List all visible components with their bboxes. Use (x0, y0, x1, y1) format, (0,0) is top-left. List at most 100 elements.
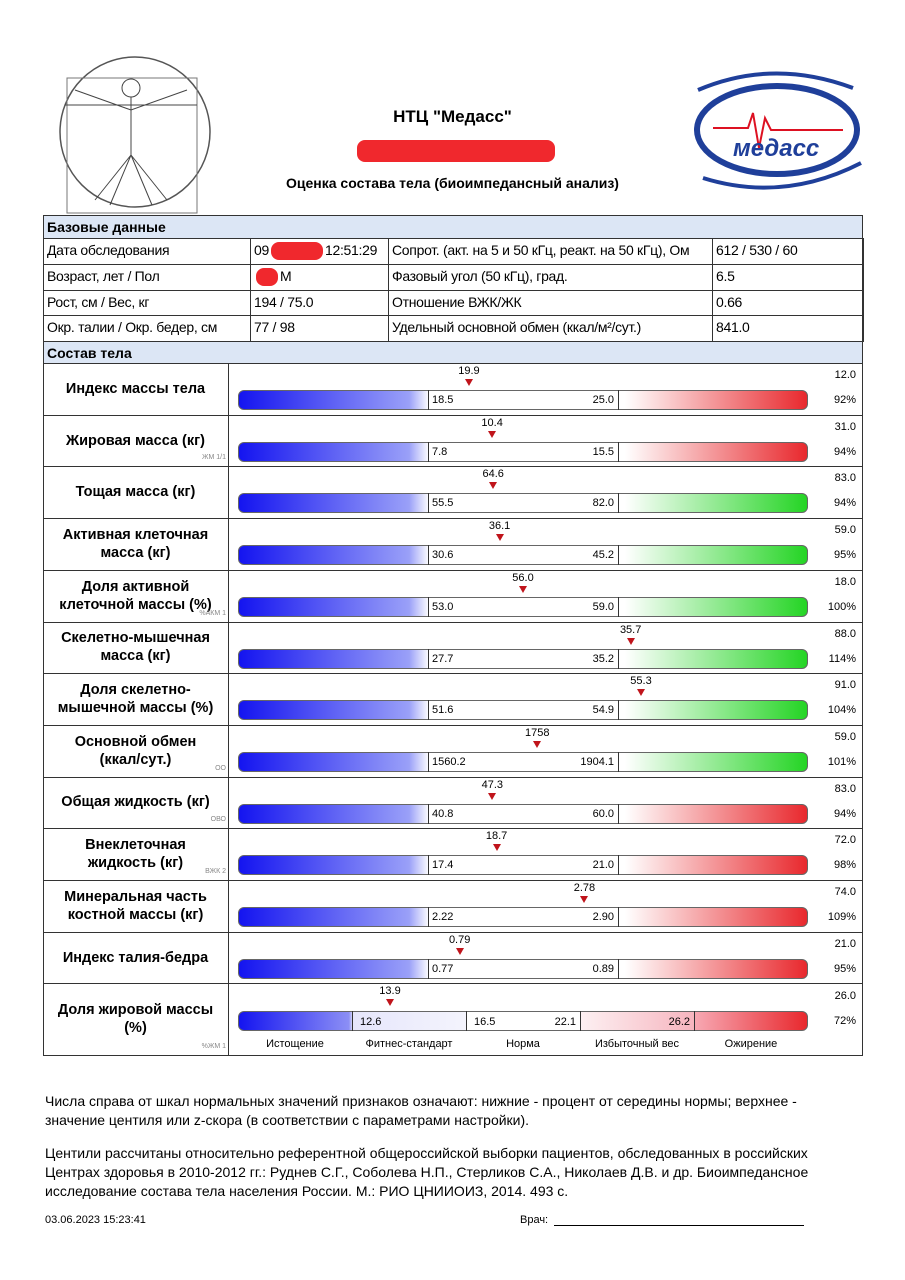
centile: 26.0 (834, 990, 856, 1003)
indicator-code: ВЖК 2 (205, 868, 226, 875)
marker (533, 740, 542, 748)
scale-bar (238, 648, 808, 669)
centile: 59.0 (834, 730, 856, 743)
percent: 94% (833, 497, 856, 510)
table-cell: 841.0 (712, 315, 864, 342)
table-cell: 194 / 75.0 (250, 290, 389, 316)
zone-label: Избыточный вес (594, 1038, 680, 1051)
marker-label: 56.0 (512, 571, 534, 584)
table-cell: Удельный основной обмен (ккал/м²/сут.) (388, 315, 713, 342)
scale-divider (618, 803, 619, 824)
centile: 72.0 (834, 834, 856, 847)
norm-high: 60.0 (592, 807, 614, 820)
cell-text: 77 / 98 (254, 319, 295, 335)
norm-high: 21.0 (592, 859, 614, 872)
zone-label: Ожирение (724, 1038, 778, 1051)
indicator-name: Доля активной клеточной массы (%) (59, 578, 212, 613)
norm-high: 54.9 (592, 704, 614, 717)
marker-label: 1758 (525, 726, 550, 739)
scale-divider (618, 441, 619, 462)
row-border (43, 518, 863, 520)
norm-low: 55.5 (432, 497, 454, 510)
scale-divider (428, 855, 429, 876)
scale-divider (428, 751, 429, 772)
signature-line (554, 1225, 804, 1226)
norm-high: 0.89 (592, 962, 614, 975)
row-border (43, 828, 863, 830)
marker-label: 2.78 (573, 882, 596, 894)
print-date: 03.06.2023 15:23:41 (45, 1214, 146, 1226)
scale-divider (618, 958, 619, 979)
marker-label: 47.3 (481, 778, 504, 791)
norm-low: 7.8 (432, 445, 448, 458)
norm-low: 1560.2 (432, 755, 466, 768)
scale-divider (618, 545, 619, 566)
marker-label: 0.79 (448, 933, 471, 946)
scale-divider (428, 700, 429, 721)
scale-divider (428, 596, 429, 617)
marker (495, 534, 504, 542)
percent: 114% (828, 652, 856, 665)
scale-divider (618, 751, 619, 772)
cell-text: М (280, 268, 292, 284)
row-border (43, 931, 863, 933)
centile: 88.0 (834, 627, 856, 640)
medass-logo: медасс (694, 71, 862, 190)
marker (455, 947, 464, 955)
marker-label: 19.9 (458, 365, 480, 377)
norm-high: 82.0 (592, 497, 614, 510)
marker (519, 585, 527, 593)
scale-divider (428, 803, 429, 824)
percent: 109% (827, 911, 856, 923)
cell-text: 194 / 75.0 (254, 294, 314, 310)
scale-bar (238, 493, 808, 514)
norm-low: 53.0 (432, 600, 454, 613)
redaction (357, 140, 555, 162)
row-border (43, 983, 863, 985)
marker-label: 64.6 (482, 468, 504, 481)
threshold: 22.1 (554, 1016, 576, 1029)
scale-divider (428, 545, 429, 566)
scale-bar (238, 700, 808, 721)
percent: 95% (833, 549, 856, 562)
table-cell: Дата обследования (43, 238, 251, 265)
marker-label: 35.7 (619, 623, 642, 636)
scale-divider (428, 907, 429, 927)
table-cell: 6.5 (712, 264, 864, 291)
percent: 72% (833, 1015, 856, 1028)
percent: 94% (833, 445, 856, 458)
percent: 104% (827, 704, 856, 717)
scale-divider (618, 596, 619, 617)
centile: 12.0 (834, 369, 856, 381)
norm-low: 18.5 (432, 394, 454, 406)
threshold: 26.2 (668, 1016, 690, 1029)
indicator-name: Индекс массы тела (65, 380, 206, 397)
table-cell: Рост, см / Вес, кг (43, 290, 251, 316)
marker-label: 13.9 (379, 985, 401, 998)
norm-low: 40.8 (432, 807, 454, 820)
percent: 94% (833, 807, 856, 820)
centile: 31.0 (834, 420, 856, 433)
subtitle: Оценка состава тела (биоимпедансный анал… (286, 175, 619, 191)
zone-label: Истощение (266, 1038, 324, 1051)
scale-divider (694, 1011, 695, 1032)
scale-bar (238, 596, 808, 617)
table-cell: 09 12:51:29 (250, 238, 389, 265)
indicator-name: Основной обмен (ккал/сут.) (74, 733, 197, 768)
indicator-name: Общая жидкость (кг) (61, 794, 210, 811)
norm-high: 59.0 (592, 600, 614, 613)
scale-divider (618, 648, 619, 669)
vitruvian-logo (59, 56, 211, 214)
indicator-name: Жировая масса (кг) (66, 432, 205, 449)
table-cell: Окр. талии / Окр. бедер, см (43, 315, 251, 342)
indicator-name: Минеральная часть костной массы (кг) (64, 888, 207, 923)
title: НТЦ "Медасс" (393, 107, 512, 126)
doctor-label: Врач: (520, 1214, 549, 1226)
redaction (256, 268, 278, 287)
name-column-divider (228, 363, 229, 1055)
table-cell: 0.66 (712, 290, 864, 316)
scale-divider (466, 1011, 467, 1032)
threshold: 16.5 (474, 1016, 496, 1029)
marker (626, 637, 635, 645)
scale-bar (238, 751, 808, 772)
